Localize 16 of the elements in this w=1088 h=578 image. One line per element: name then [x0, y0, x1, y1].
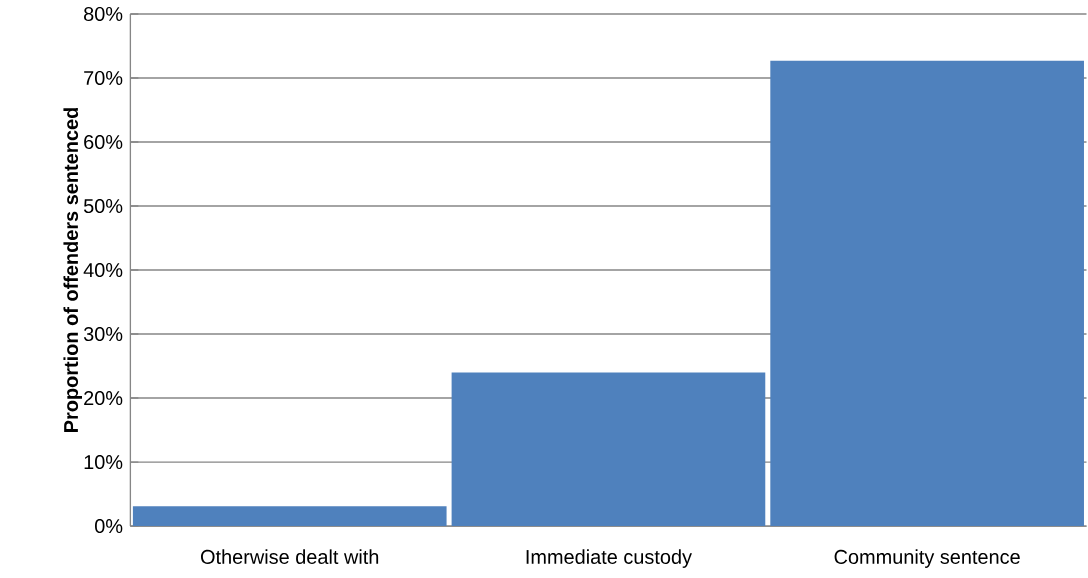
bar [132, 506, 447, 527]
y-tick-label: 60% [84, 135, 123, 150]
y-tick-label: 50% [83, 199, 123, 214]
x-tick-label: Otherwise dealt with [200, 549, 379, 565]
y-tick-label: 0% [95, 519, 123, 534]
y-tick-label: 10% [84, 455, 123, 470]
y-tick-label: 30% [83, 327, 123, 342]
y-tick-label: 40% [83, 263, 123, 278]
y-axis-title: Proportion of offenders sentenced [63, 108, 82, 433]
bar [770, 60, 1084, 527]
y-tick-label: 80% [84, 7, 123, 22]
bar [451, 372, 766, 527]
x-tick-label: Immediate custody [526, 549, 692, 568]
y-tick-label: 20% [84, 391, 123, 406]
y-tick-label: 70% [84, 71, 123, 86]
x-tick-label: Community sentence [834, 549, 1020, 568]
